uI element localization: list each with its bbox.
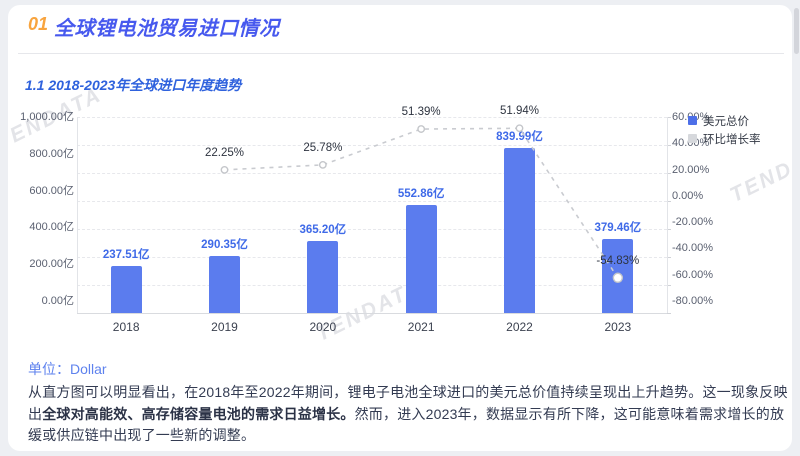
bar-2018[interactable] xyxy=(110,266,142,313)
right-axis-label: 40.00% xyxy=(672,137,710,150)
analysis-paragraph: 从直方图可以明显看出，在2018年至2022年期间，锂电子电池全球进口的美元总价… xyxy=(28,382,791,447)
gridline xyxy=(77,117,667,118)
paragraph-text: 然而，进入2023年，数据显示有所下降，这可能意味着需求增长的放缓或供应链中出现… xyxy=(28,405,785,444)
right-axis-label: -40.00% xyxy=(672,242,713,255)
paragraph-bold-text: 全球对高能效、高存储容量电池的需求日益增长。 xyxy=(42,405,355,422)
line-marker xyxy=(417,125,426,133)
scrollbar-thumb[interactable] xyxy=(794,8,799,54)
legend-label: 环比增长率 xyxy=(703,133,761,146)
growth-rate-label: -54.83% xyxy=(596,254,640,267)
right-axis-tick xyxy=(667,229,671,230)
gridline xyxy=(77,173,667,174)
import-trend-chart: 0.00亿 200.00亿 400.00亿 600.00亿 800.00亿 1,000.0… xyxy=(8,5,792,451)
right-axis-label: -60.00% xyxy=(672,268,713,281)
right-axis-tick xyxy=(667,257,671,258)
right-axis-label: -80.00% xyxy=(672,295,713,307)
header-divider xyxy=(18,53,784,54)
right-axis-tick xyxy=(667,313,671,314)
right-axis-label: 20.00% xyxy=(672,163,710,176)
legend-item-growth-rate[interactable]: 环比增长率 xyxy=(688,130,761,147)
right-axis-tick xyxy=(667,117,671,118)
bar-2023[interactable] xyxy=(602,238,634,313)
right-axis-line xyxy=(667,117,668,313)
bar-value-label: 365.20亿 xyxy=(299,224,347,237)
growth-rate-label: 22.25% xyxy=(204,146,244,159)
bar-value-label: 839.99亿 xyxy=(496,131,543,144)
growth-rate-label: 51.39% xyxy=(401,106,441,119)
x-axis-label-2022: 2022 xyxy=(506,320,533,334)
left-axis-label: 800.00亿 xyxy=(29,147,74,160)
bar-value-label: 290.35亿 xyxy=(201,239,248,252)
x-axis-label-2023: 2023 xyxy=(604,320,632,334)
legend-item-usd-total[interactable]: 美元总价 xyxy=(688,112,761,129)
unit-caption: 单位：Dollar xyxy=(28,359,107,379)
bar-value-label: 237.51亿 xyxy=(102,249,150,262)
growth-rate-label: 51.94% xyxy=(499,105,539,118)
growth-rate-label: 25.78% xyxy=(303,141,343,154)
left-axis-label: 600.00亿 xyxy=(29,184,74,197)
bar-value-label: 552.86亿 xyxy=(397,187,445,200)
bar-2020[interactable] xyxy=(307,241,339,313)
x-axis-label-2019: 2019 xyxy=(211,320,238,334)
bar-2019[interactable] xyxy=(209,256,240,313)
line-marker xyxy=(318,161,327,169)
chart-legend: 美元总价 环比增长率 xyxy=(688,112,761,147)
bar-2021[interactable] xyxy=(405,204,437,313)
right-axis-label: -20.00% xyxy=(672,216,713,229)
x-axis-line xyxy=(77,313,667,314)
gridline xyxy=(77,201,667,202)
x-axis-label-2018: 2018 xyxy=(112,320,140,334)
left-axis-label: 200.00亿 xyxy=(29,258,74,271)
legend-swatch-bar xyxy=(688,116,697,125)
section-number: 01 xyxy=(28,14,49,34)
right-axis-tick xyxy=(667,173,671,174)
left-axis-line xyxy=(77,117,78,313)
legend-label: 美元总价 xyxy=(703,115,749,128)
legend-swatch-line xyxy=(688,134,697,143)
page-title: 全球锂电池贸易进口情况 xyxy=(54,18,280,40)
bar-value-label: 379.46亿 xyxy=(594,221,642,234)
right-axis-label: 0.00% xyxy=(672,189,704,202)
gridline xyxy=(77,285,667,286)
right-axis-tick xyxy=(667,285,671,286)
left-axis-label: 0.00亿 xyxy=(41,295,74,307)
bar-2022[interactable] xyxy=(504,148,535,313)
unit-label: 单位： xyxy=(28,361,70,377)
left-axis-label: 400.00亿 xyxy=(29,221,74,234)
right-axis-tick xyxy=(667,201,671,202)
chart-subtitle: 1.1 2018-2023年全球进口年度趋势 xyxy=(25,77,242,93)
report-card: TENDATA TENDATA TENDATA 01 全球锂电池贸易进口情况 1… xyxy=(8,5,792,451)
x-axis-label-2021: 2021 xyxy=(407,320,435,334)
right-axis-tick xyxy=(667,145,671,146)
unit-value: Dollar xyxy=(70,361,107,377)
paragraph-text: 从直方图可以明显看出，在2018年至2022年期间，锂电子电池全球进口的美元总价… xyxy=(28,384,788,422)
left-axis-label: 1,000.00亿 xyxy=(20,111,74,123)
x-axis-label-2020: 2020 xyxy=(309,320,337,334)
